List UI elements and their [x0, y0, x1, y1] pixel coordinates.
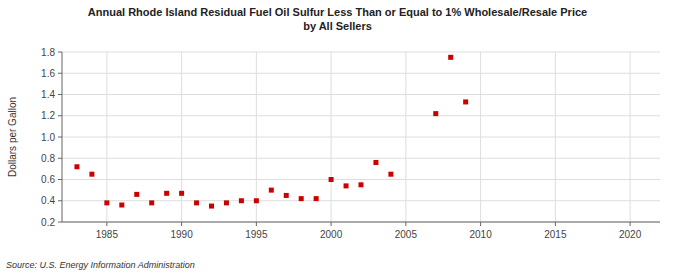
y-axis-label: Dollars per Gallon [7, 97, 18, 177]
point [284, 193, 289, 198]
axes: 0.2 0.4 0.6 0.8 1.0 1.2 1.4 1.6 1.8 1985 1990 1995 2… [41, 47, 660, 241]
tick [405, 222, 406, 226]
point [179, 191, 184, 196]
point [119, 203, 124, 208]
y-axis-line [62, 52, 63, 222]
grid-line [62, 222, 660, 223]
point [388, 172, 393, 177]
point [224, 200, 229, 205]
tick [58, 158, 62, 159]
point [239, 198, 244, 203]
tick-label: 1.8 [41, 47, 55, 58]
tick-label: 0.6 [41, 174, 55, 185]
points [74, 55, 468, 209]
point [149, 200, 154, 205]
title: Annual Rhode Island Residual Fuel Oil Su… [88, 6, 587, 32]
chart: Annual Rhode Island Residual Fuel Oil Su… [0, 0, 675, 275]
point [329, 177, 334, 182]
tick-label: 0.8 [41, 153, 55, 164]
grid-line [630, 52, 631, 222]
tick [58, 137, 62, 138]
point [359, 182, 364, 187]
point [209, 204, 214, 209]
point [104, 200, 109, 205]
grid-line [106, 52, 107, 222]
tick [58, 200, 62, 201]
point [74, 164, 79, 169]
grid-line [181, 52, 182, 222]
grid-line [480, 52, 481, 222]
tick-label: 1985 [96, 229, 119, 240]
grid-line [62, 158, 660, 159]
tick-label: 1990 [170, 229, 193, 240]
grid-line [555, 52, 556, 222]
tick-label: 2020 [619, 229, 642, 240]
point [164, 191, 169, 196]
grid [62, 52, 660, 222]
grid-line [62, 137, 660, 138]
tick-label: 1.4 [41, 89, 55, 100]
point [194, 200, 199, 205]
grid-line [256, 52, 257, 222]
grid-line [62, 94, 660, 95]
tick [58, 52, 62, 53]
tick [58, 222, 62, 223]
tick-label: 1.0 [41, 132, 55, 143]
point [448, 55, 453, 60]
point [344, 183, 349, 188]
point [373, 160, 378, 165]
tick [630, 222, 631, 226]
tick [58, 179, 62, 180]
tick-label: 1.2 [41, 110, 55, 121]
tick-label: 1.6 [41, 68, 55, 79]
tick [58, 94, 62, 95]
tick-label: 2015 [544, 229, 567, 240]
source-note: Source: U.S. Energy Information Administ… [6, 260, 195, 270]
grid-line [62, 115, 660, 116]
point [463, 99, 468, 104]
tick-label: 0.2 [41, 217, 55, 228]
x-axis-line [62, 222, 660, 223]
grid-line [405, 52, 406, 222]
point [269, 188, 274, 193]
point [314, 196, 319, 201]
tick-label: 2010 [469, 229, 492, 240]
tick [58, 115, 62, 116]
grid-line [62, 73, 660, 74]
tick [256, 222, 257, 226]
point [433, 111, 438, 116]
tick-label: 2000 [320, 229, 343, 240]
tick-label: 1995 [245, 229, 268, 240]
point [299, 196, 304, 201]
tick [106, 222, 107, 226]
tick-label: 2005 [395, 229, 418, 240]
tick [331, 222, 332, 226]
grid-line [62, 52, 660, 53]
point [254, 198, 259, 203]
tick [480, 222, 481, 226]
title-line: Annual Rhode Island Residual Fuel Oil Su… [88, 6, 587, 18]
grid-line [62, 179, 660, 180]
tick [58, 73, 62, 74]
grid-line [331, 52, 332, 222]
title-line: by All Sellers [303, 20, 372, 32]
tick [555, 222, 556, 226]
tick [181, 222, 182, 226]
point [89, 172, 94, 177]
point [134, 192, 139, 197]
tick-label: 0.4 [41, 195, 55, 206]
